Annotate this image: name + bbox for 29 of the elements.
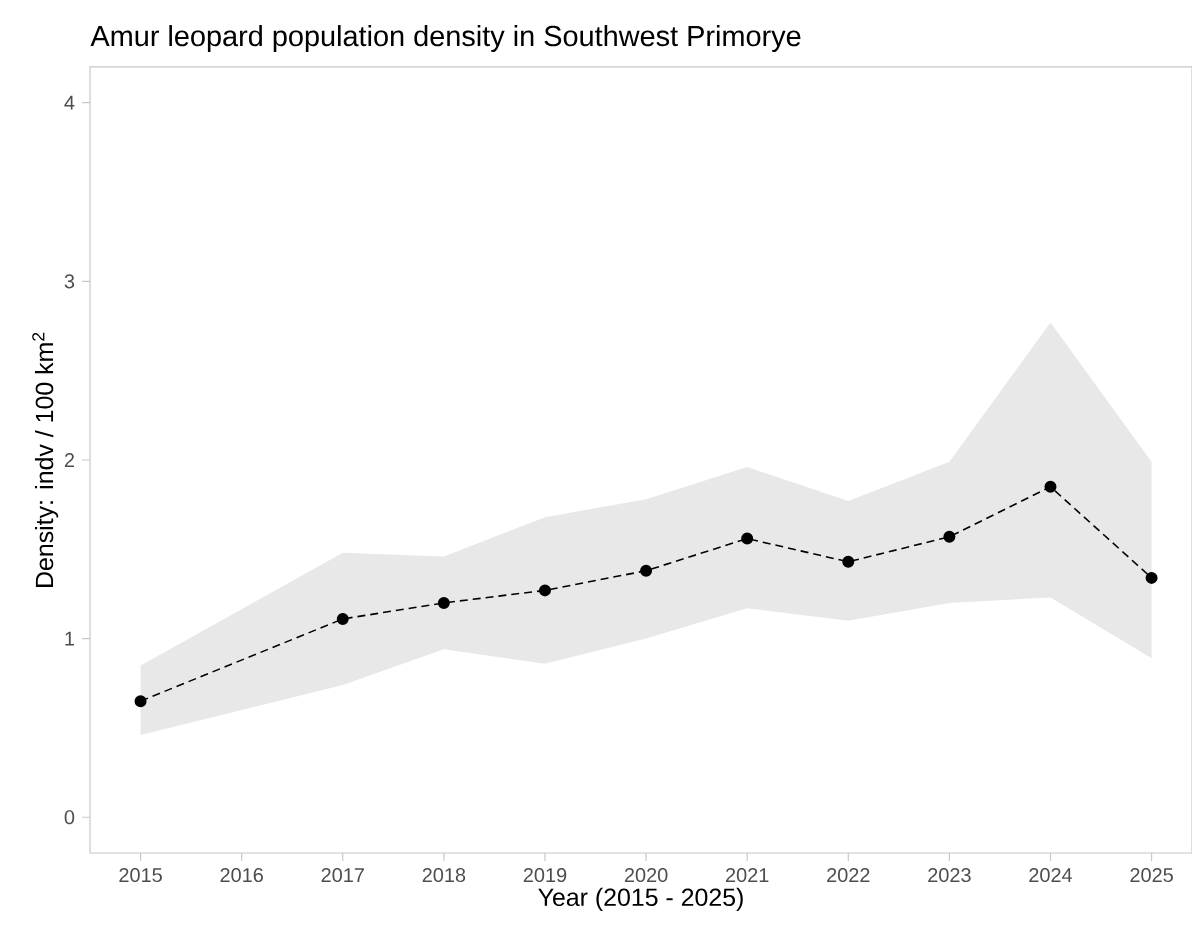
point (1145, 571, 1158, 584)
y-tick-label: 4 (64, 95, 75, 110)
point (741, 532, 754, 545)
x-tick-label: 2015 (119, 868, 162, 883)
x-tick-label: 2022 (827, 868, 870, 883)
point (640, 564, 653, 577)
x-tick-label: 2017 (321, 868, 364, 883)
x-tick-label: 2025 (1130, 868, 1173, 883)
y-tick-label: 1 (65, 631, 75, 646)
point (134, 695, 147, 708)
point (437, 596, 450, 609)
x-tick-label: 2024 (1029, 868, 1073, 883)
chart-title: Amur leopard population density in Southwest Primorye (90, 25, 801, 52)
x-tick-label: 2021 (726, 868, 769, 883)
point (538, 584, 551, 597)
point (1044, 480, 1057, 493)
y-tick-label: 2 (64, 453, 74, 467)
x-tick-label: 2019 (523, 868, 567, 883)
y-tick-label: 0 (64, 810, 75, 825)
point (842, 555, 855, 568)
y-axis-title: Density: indv / 100 km$^{2}$ (32, 332, 59, 587)
y-tick-label: 3 (64, 274, 75, 289)
x-tick-label: 2020 (624, 868, 668, 883)
point (336, 612, 349, 625)
x-axis-title: Year (2015 - 2025) (538, 887, 743, 912)
point (943, 530, 956, 543)
x-tick-label: 2023 (928, 868, 971, 883)
x-tick-label: 2018 (422, 868, 466, 883)
x-tick-label: 2016 (220, 868, 263, 883)
